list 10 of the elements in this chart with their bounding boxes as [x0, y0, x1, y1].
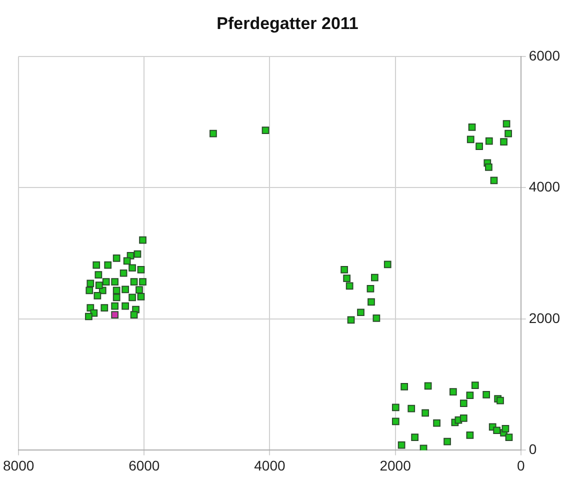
y-tick-label: 2000 — [528, 310, 560, 326]
y-tick-label: 0 — [528, 441, 537, 458]
chart-title: Pferdegatter 2011 — [216, 14, 358, 33]
x-tick-label: 6000 — [128, 457, 160, 474]
x-tick-label: 4000 — [254, 457, 286, 474]
x-tick-label: 0 — [516, 457, 525, 474]
x-tick-label: 2000 — [380, 457, 412, 474]
y-tick-label: 6000 — [528, 47, 560, 64]
x-tick-label: 8000 — [2, 457, 34, 474]
y-tick-label: 4000 — [528, 178, 560, 195]
